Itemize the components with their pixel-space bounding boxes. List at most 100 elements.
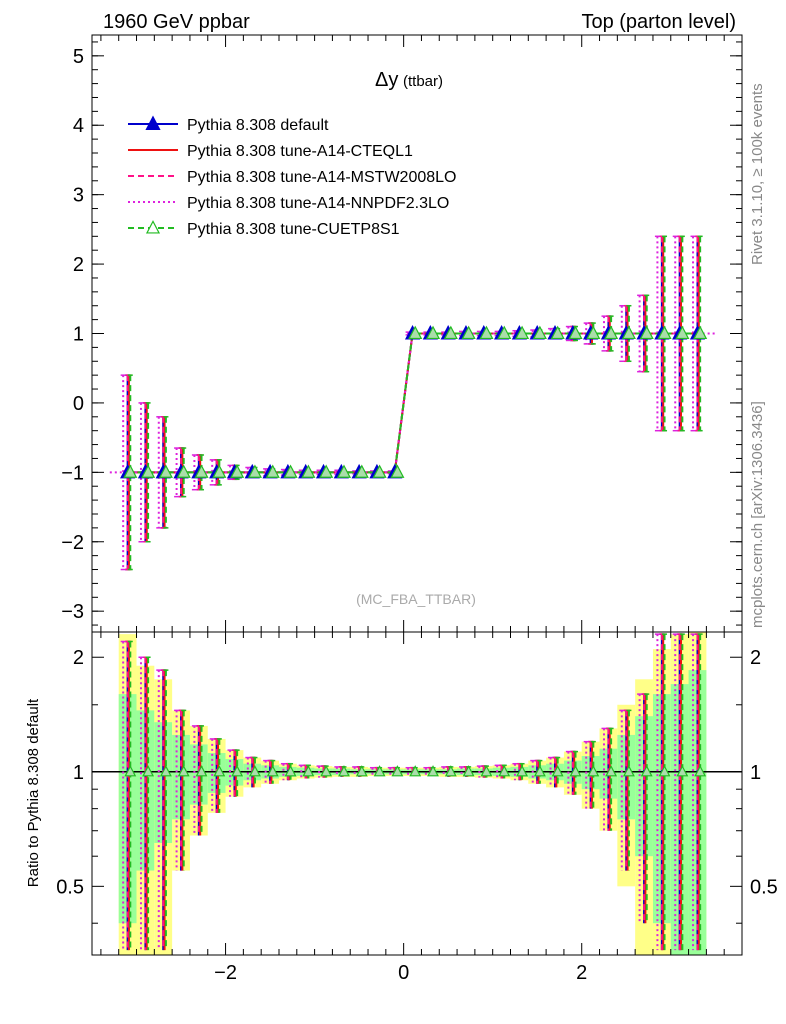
series-line: [127, 332, 698, 474]
series-line: [127, 332, 698, 474]
ratio-point: [124, 765, 137, 777]
data-point: [123, 464, 138, 478]
mcplots-label: mcplots.cern.ch [arXiv:1306.3436]: [749, 401, 766, 628]
ratio-ytick-label-right: 2: [750, 647, 761, 669]
data-point: [604, 325, 619, 340]
data-point: [283, 464, 298, 478]
ratio-point: [338, 765, 350, 777]
data-point: [247, 464, 262, 478]
ratio-ytick-label-right: 0.5: [750, 876, 778, 898]
main-ytick-label: 4: [73, 115, 84, 137]
data-point: [639, 325, 654, 340]
data-point: [158, 464, 173, 478]
main-ytick-label: 1: [73, 324, 84, 346]
ratio-point: [213, 765, 226, 777]
ratio-point: [622, 765, 635, 777]
ratio-point: [533, 765, 546, 777]
data-point: [657, 325, 672, 340]
data-point: [479, 325, 494, 340]
data-point: [265, 464, 280, 478]
ratio-point: [391, 765, 404, 777]
main-ytick-label: 5: [73, 46, 84, 68]
ratio-point: [480, 765, 493, 777]
data-point: [425, 325, 441, 340]
ratio-point: [427, 765, 439, 777]
data-point: [515, 325, 530, 340]
data-point: [212, 464, 227, 478]
data-point: [621, 325, 636, 340]
data-point: [586, 325, 601, 340]
series-line: [109, 332, 716, 474]
ratio-point: [551, 765, 564, 777]
rivet-label: Rivet 3.1.10, ≥ 100k events: [749, 83, 766, 265]
main-ytick-label: 0: [73, 393, 84, 415]
header-left: 1960 GeV ppbar: [103, 11, 250, 33]
legend-label: Pythia 8.308 default: [187, 117, 329, 134]
main-ytick-label: 3: [73, 185, 84, 207]
data-point: [354, 464, 369, 478]
ratio-point: [320, 765, 333, 777]
legend-label: Pythia 8.308 tune-A14-NNPDF2.3LO: [187, 195, 449, 212]
ratio-point: [249, 765, 261, 777]
ratio-point: [266, 765, 279, 777]
ratio-ytick-label: 0.5: [56, 876, 84, 898]
data-point: [693, 325, 708, 340]
data-point: [372, 464, 387, 478]
legend-label: Pythia 8.308 tune-A14-MSTW2008LO: [187, 169, 456, 186]
main-ytick-label: −2: [61, 532, 84, 554]
main-ytick-label: −3: [61, 601, 84, 623]
x-tick-label: 2: [576, 962, 587, 984]
ratio-point: [355, 765, 368, 777]
ratio-point: [159, 765, 172, 777]
data-point: [443, 325, 458, 340]
ratio-point: [605, 765, 618, 777]
ratio-ytick-label: 2: [73, 647, 84, 669]
ratio-panel: 0.5 0.5 1 1 2 2 −2 0 2: [56, 631, 778, 984]
x-tick-label: −2: [214, 962, 237, 984]
main-ytick-label: 2: [73, 254, 84, 276]
data-point: [194, 464, 209, 478]
legend-marker: [145, 115, 161, 130]
ratio-point: [195, 765, 208, 777]
data-point: [230, 464, 245, 478]
ratio-point: [498, 765, 511, 777]
ratio-ylabel: Ratio to Pythia 8.308 default: [25, 698, 42, 887]
ratio-point: [373, 765, 386, 777]
x-tick-label: 0: [398, 962, 409, 984]
data-point: [408, 325, 423, 340]
ratio-frame: [91, 631, 743, 956]
data-point: [301, 464, 316, 478]
ratio-point: [640, 765, 653, 777]
ratio-point: [302, 765, 315, 777]
data-point: [497, 325, 512, 340]
data-point: [390, 464, 405, 478]
watermark: (MC_FBA_TTBAR): [356, 591, 476, 607]
ratio-point: [142, 765, 155, 777]
header-right: Top (parton level): [581, 11, 736, 33]
legend-label: Pythia 8.308 tune-A14-CTEQL1: [187, 143, 413, 160]
data-point: [176, 464, 191, 478]
ratio-point: [516, 765, 529, 777]
main-title: Δy: [375, 69, 398, 91]
data-point: [532, 325, 547, 340]
ratio-point: [409, 765, 422, 777]
ratio-point: [658, 765, 671, 777]
data-point: [141, 464, 156, 478]
ratio-point: [676, 765, 689, 777]
legend-label: Pythia 8.308 tune-CUETP8S1: [187, 221, 400, 238]
series-line: [127, 332, 698, 474]
ratio-ytick-label: 1: [73, 762, 84, 784]
ratio-point: [231, 765, 244, 777]
series-line: [127, 332, 698, 474]
data-point: [336, 464, 352, 478]
ratio-point: [694, 765, 707, 777]
data-point: [568, 325, 583, 340]
ratio-point: [177, 765, 190, 777]
data-point: [550, 325, 565, 340]
ratio-point: [587, 765, 600, 777]
main-ytick-label: −1: [61, 462, 84, 484]
data-point: [461, 325, 476, 340]
main-title-suffix: (ttbar): [403, 73, 443, 90]
ratio-point: [284, 765, 297, 777]
